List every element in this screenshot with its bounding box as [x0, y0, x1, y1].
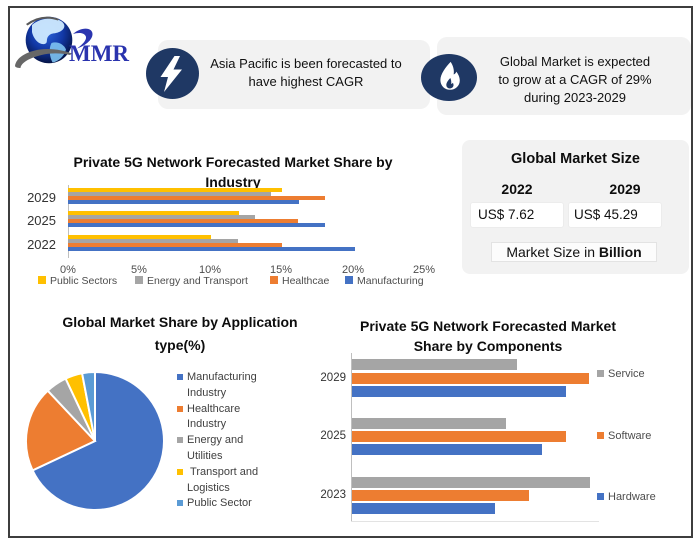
- svg-text:MMR: MMR: [69, 41, 129, 66]
